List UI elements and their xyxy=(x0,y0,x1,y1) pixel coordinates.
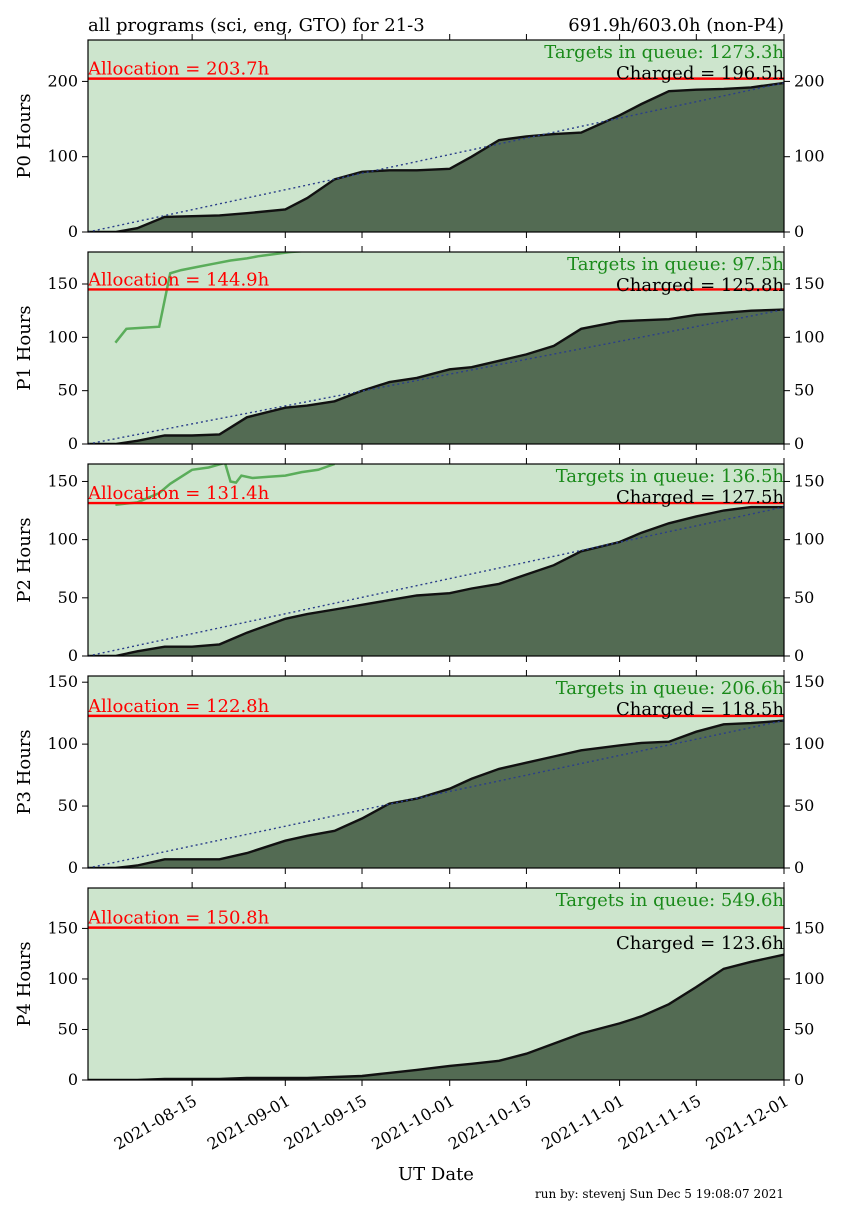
queue-line xyxy=(115,464,336,506)
y-axis-label: P1 Hours xyxy=(14,305,35,390)
y-tick-label-right: 150 xyxy=(794,672,825,691)
charged-label: Charged = 127.5h xyxy=(616,487,784,508)
y-tick-label-left: 0 xyxy=(68,858,78,877)
y-tick-label-left: 150 xyxy=(47,672,78,691)
y-tick-label-left: 50 xyxy=(58,1019,78,1038)
y-tick-label-right: 0 xyxy=(794,858,804,877)
plot-frame xyxy=(87,675,785,869)
charged-label: Charged = 118.5h xyxy=(616,699,784,720)
y-tick-label-left: 150 xyxy=(47,918,78,937)
y-tick-label-left: 50 xyxy=(58,796,78,815)
y-tick-label-left: 0 xyxy=(68,434,78,453)
header-left: all programs (sci, eng, GTO) for 21-3 xyxy=(88,15,425,36)
plot-frame xyxy=(87,251,785,445)
y-tick-label-left: 50 xyxy=(58,588,78,607)
y-axis-label: P4 Hours xyxy=(14,941,35,1026)
y-tick-label-left: 200 xyxy=(47,71,78,90)
x-tick-label: 2021-08-15 xyxy=(111,1091,200,1154)
y-tick-label-right: 0 xyxy=(794,434,804,453)
run-by-footer: run by: stevenj Sun Dec 5 19:08:07 2021 xyxy=(535,1187,784,1201)
y-tick-label-right: 0 xyxy=(794,646,804,665)
plot-frame xyxy=(87,887,785,1081)
y-tick-label-left: 150 xyxy=(47,274,78,293)
queue-label: Targets in queue: 136.5h xyxy=(556,466,785,487)
y-tick-label-right: 100 xyxy=(794,327,825,346)
allocation-label: Allocation = 150.8h xyxy=(87,908,270,929)
y-tick-label-left: 0 xyxy=(68,222,78,241)
y-axis-label: P3 Hours xyxy=(14,729,35,814)
y-tick-label-right: 50 xyxy=(794,1019,814,1038)
y-tick-label-left: 100 xyxy=(47,969,78,988)
y-tick-label-left: 0 xyxy=(68,646,78,665)
charged-line xyxy=(88,719,784,868)
y-tick-label-right: 50 xyxy=(794,588,814,607)
y-tick-label-left: 100 xyxy=(47,147,78,166)
panel-p1: Allocation = 144.9h Targets in queue: 97.… xyxy=(14,246,825,453)
queue-label: Targets in queue: 97.5h xyxy=(567,254,784,275)
x-tick-label: 2021-11-15 xyxy=(615,1091,704,1154)
charged-line xyxy=(88,308,784,444)
pace-line xyxy=(87,82,785,233)
y-tick-label-right: 200 xyxy=(794,71,825,90)
pace-line xyxy=(87,719,785,869)
charged-label: Charged = 125.8h xyxy=(616,275,784,296)
charged-line xyxy=(88,953,784,1080)
panel-p4: Allocation = 150.8h Targets in queue: 549… xyxy=(14,882,825,1154)
x-tick-label: 2021-12-01 xyxy=(703,1091,792,1154)
charged-area xyxy=(88,954,784,1080)
x-axis-label: UT Date xyxy=(398,1164,474,1185)
y-tick-label-right: 0 xyxy=(794,1070,804,1089)
allocation-label: Allocation = 131.4h xyxy=(87,483,270,504)
allocation-label: Allocation = 203.7h xyxy=(87,59,270,80)
queue-line xyxy=(114,252,326,344)
y-tick-label-right: 150 xyxy=(794,918,825,937)
y-tick-label-right: 100 xyxy=(794,734,825,753)
y-tick-label-right: 100 xyxy=(794,969,825,988)
panels: Allocation = 203.7h Targets in queue: 127… xyxy=(14,34,825,1154)
y-tick-label-right: 100 xyxy=(794,147,825,166)
panel-p2: Allocation = 131.4h Targets in queue: 136… xyxy=(14,458,825,665)
plot-frame xyxy=(87,463,785,657)
charged-line xyxy=(88,81,784,232)
x-tick-label: 2021-11-01 xyxy=(538,1091,627,1154)
y-tick-label-right: 150 xyxy=(794,274,825,293)
queue-label: Targets in queue: 549.6h xyxy=(556,890,785,911)
x-tick-label: 2021-10-01 xyxy=(368,1091,457,1154)
allocation-label: Allocation = 122.8h xyxy=(87,696,270,717)
queue-label: Targets in queue: 1273.3h xyxy=(544,42,784,63)
y-tick-label-left: 50 xyxy=(58,381,78,400)
allocation-label: Allocation = 144.9h xyxy=(87,269,270,290)
header-right: 691.9h/603.0h (non-P4) xyxy=(568,15,784,36)
x-tick-label: 2021-09-15 xyxy=(281,1091,370,1154)
y-tick-label-right: 50 xyxy=(794,381,814,400)
y-tick-label-right: 100 xyxy=(794,530,825,549)
pace-line xyxy=(87,506,785,657)
charged-label: Charged = 123.6h xyxy=(616,933,784,954)
y-axis-label: P0 Hours xyxy=(14,93,35,178)
plot-frame xyxy=(87,39,785,233)
y-tick-label-right: 50 xyxy=(794,796,814,815)
y-axis-label: P2 Hours xyxy=(14,517,35,602)
charged-line xyxy=(88,505,784,656)
x-tick-label: 2021-09-01 xyxy=(204,1091,293,1154)
y-tick-label-right: 150 xyxy=(794,471,825,490)
y-tick-label-left: 100 xyxy=(47,530,78,549)
queue-label: Targets in queue: 206.6h xyxy=(556,678,785,699)
pace-line xyxy=(87,308,785,445)
panel-p3: Allocation = 122.8h Targets in queue: 206… xyxy=(14,670,825,877)
y-tick-label-left: 150 xyxy=(47,471,78,490)
charged-label: Charged = 196.5h xyxy=(616,63,784,84)
panel-p0: Allocation = 203.7h Targets in queue: 127… xyxy=(14,34,825,241)
y-tick-label-left: 0 xyxy=(68,1070,78,1089)
y-tick-label-right: 0 xyxy=(794,222,804,241)
y-tick-label-left: 100 xyxy=(47,327,78,346)
y-tick-label-left: 100 xyxy=(47,734,78,753)
x-tick-label: 2021-10-15 xyxy=(445,1091,534,1154)
